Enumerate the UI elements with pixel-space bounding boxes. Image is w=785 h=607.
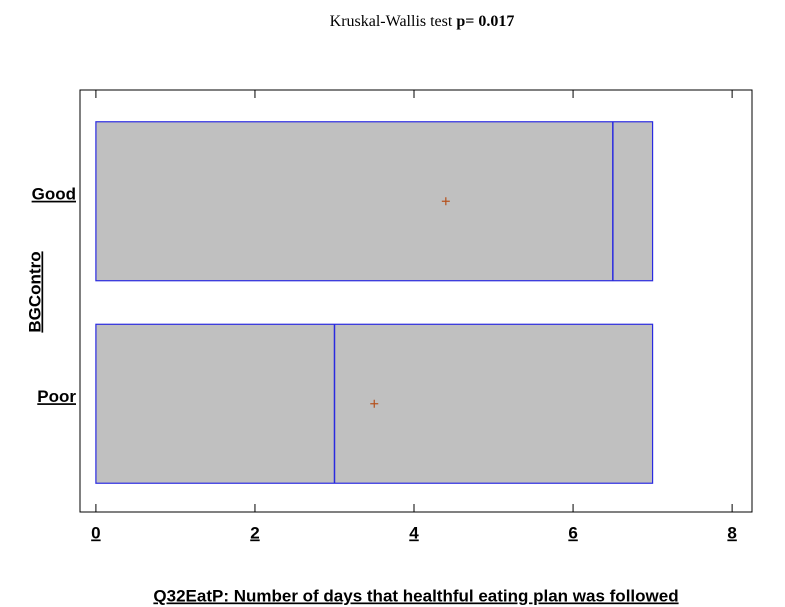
mean-marker bbox=[370, 399, 379, 408]
y-tick-label: Good bbox=[32, 185, 76, 204]
x-tick-label: 4 bbox=[409, 523, 419, 542]
x-axis-label: Q32EatP: Number of days that healthful e… bbox=[153, 586, 678, 605]
x-tick-label: 0 bbox=[91, 523, 100, 542]
mean-marker bbox=[441, 197, 450, 206]
p-label: p= bbox=[456, 13, 474, 30]
x-tick-label: 6 bbox=[568, 523, 577, 542]
chart-title-line: Kruskal-Wallis test p= 0.017 bbox=[330, 13, 515, 30]
y-tick-label: Poor bbox=[37, 387, 76, 406]
y-axis-label: BGContro bbox=[25, 251, 44, 332]
p-value: 0.017 bbox=[478, 13, 514, 30]
x-tick-label: 2 bbox=[250, 523, 259, 542]
box bbox=[95, 121, 654, 282]
plot-frame bbox=[79, 89, 753, 513]
chart-title: Kruskal-Wallis test bbox=[330, 13, 453, 30]
x-tick-label: 8 bbox=[727, 523, 736, 542]
